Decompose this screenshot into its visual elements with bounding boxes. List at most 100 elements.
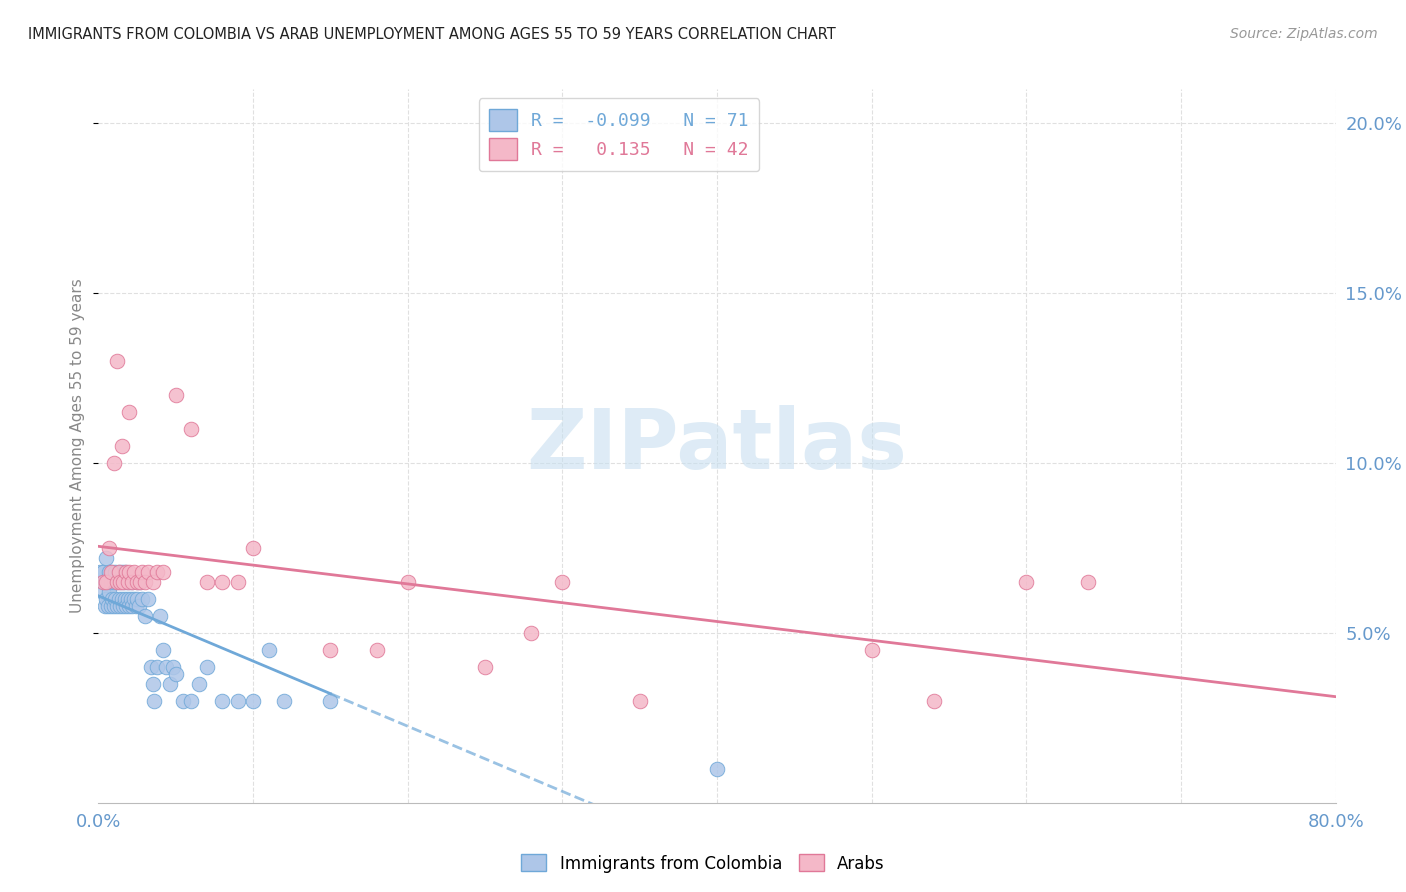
Point: [128, 599, 150, 613]
Point: [97, 574, 120, 589]
Point: [101, 565, 124, 579]
Point: [115, 599, 138, 613]
Point: [97, 599, 120, 613]
Point: [180, 422, 202, 436]
Text: IMMIGRANTS FROM COLOMBIA VS ARAB UNEMPLOYMENT AMONG AGES 55 TO 59 YEARS CORRELAT: IMMIGRANTS FROM COLOMBIA VS ARAB UNEMPLO…: [28, 27, 837, 42]
Point: [107, 591, 129, 606]
Point: [98, 565, 121, 579]
Point: [149, 608, 172, 623]
Point: [188, 677, 211, 691]
Point: [142, 677, 165, 691]
Point: [152, 643, 174, 657]
Point: [165, 666, 187, 681]
Point: [117, 591, 139, 606]
Point: [112, 574, 135, 589]
Text: Source: ZipAtlas.com: Source: ZipAtlas.com: [1230, 27, 1378, 41]
Point: [114, 591, 136, 606]
Point: [104, 591, 127, 606]
Point: [105, 574, 128, 589]
Point: [111, 591, 134, 606]
Point: [90, 574, 112, 589]
Point: [105, 599, 128, 613]
Point: [146, 660, 169, 674]
Point: [152, 565, 174, 579]
Point: [111, 565, 134, 579]
Point: [127, 574, 149, 589]
Point: [173, 694, 195, 708]
Point: [226, 574, 249, 589]
Point: [121, 599, 143, 613]
Point: [257, 643, 280, 657]
Point: [112, 574, 135, 589]
Point: [118, 599, 141, 613]
Point: [136, 565, 159, 579]
Point: [139, 660, 162, 674]
Point: [155, 660, 177, 674]
Point: [107, 565, 129, 579]
Point: [103, 599, 125, 613]
Point: [162, 660, 184, 674]
Point: [96, 574, 118, 589]
Point: [122, 591, 145, 606]
Point: [118, 565, 141, 579]
Legend: Immigrants from Colombia, Arabs: Immigrants from Colombia, Arabs: [515, 847, 891, 880]
Point: [112, 599, 135, 613]
Point: [134, 574, 156, 589]
Point: [91, 574, 114, 589]
Point: [860, 643, 883, 657]
Point: [93, 599, 115, 613]
Point: [131, 591, 153, 606]
Point: [165, 388, 187, 402]
Point: [111, 439, 134, 453]
Point: [93, 574, 115, 589]
Point: [211, 694, 233, 708]
Point: [108, 574, 131, 589]
Point: [118, 405, 141, 419]
Point: [396, 574, 419, 589]
Point: [100, 565, 122, 579]
Point: [159, 677, 181, 691]
Point: [1077, 574, 1099, 589]
Point: [103, 456, 125, 470]
Point: [127, 591, 149, 606]
Text: ZIPatlas: ZIPatlas: [527, 406, 907, 486]
Point: [319, 643, 342, 657]
Point: [121, 574, 143, 589]
Point: [131, 565, 153, 579]
Point: [101, 591, 124, 606]
Point: [129, 574, 152, 589]
Point: [104, 565, 127, 579]
Point: [124, 599, 146, 613]
Point: [105, 354, 128, 368]
Point: [127, 574, 149, 589]
Point: [180, 694, 202, 708]
Point: [134, 608, 156, 623]
Point: [108, 574, 131, 589]
Legend: R =  -0.099   N = 71, R =   0.135   N = 42: R = -0.099 N = 71, R = 0.135 N = 42: [478, 98, 759, 171]
Point: [226, 694, 249, 708]
Point: [96, 551, 118, 566]
Point: [108, 599, 131, 613]
Point: [120, 591, 142, 606]
Point: [121, 574, 143, 589]
Point: [107, 565, 129, 579]
Point: [118, 574, 141, 589]
Point: [242, 694, 264, 708]
Point: [146, 565, 169, 579]
Point: [195, 660, 218, 674]
Point: [319, 694, 342, 708]
Point: [96, 574, 118, 589]
Point: [136, 591, 159, 606]
Point: [520, 626, 543, 640]
Point: [628, 694, 651, 708]
Point: [115, 565, 138, 579]
Point: [474, 660, 496, 674]
Point: [105, 574, 128, 589]
Y-axis label: Unemployment Among Ages 55 to 59 years: Unemployment Among Ages 55 to 59 years: [70, 278, 86, 614]
Point: [89, 565, 111, 579]
Point: [91, 585, 114, 599]
Point: [98, 585, 121, 599]
Point: [96, 591, 118, 606]
Point: [100, 599, 122, 613]
Point: [211, 574, 233, 589]
